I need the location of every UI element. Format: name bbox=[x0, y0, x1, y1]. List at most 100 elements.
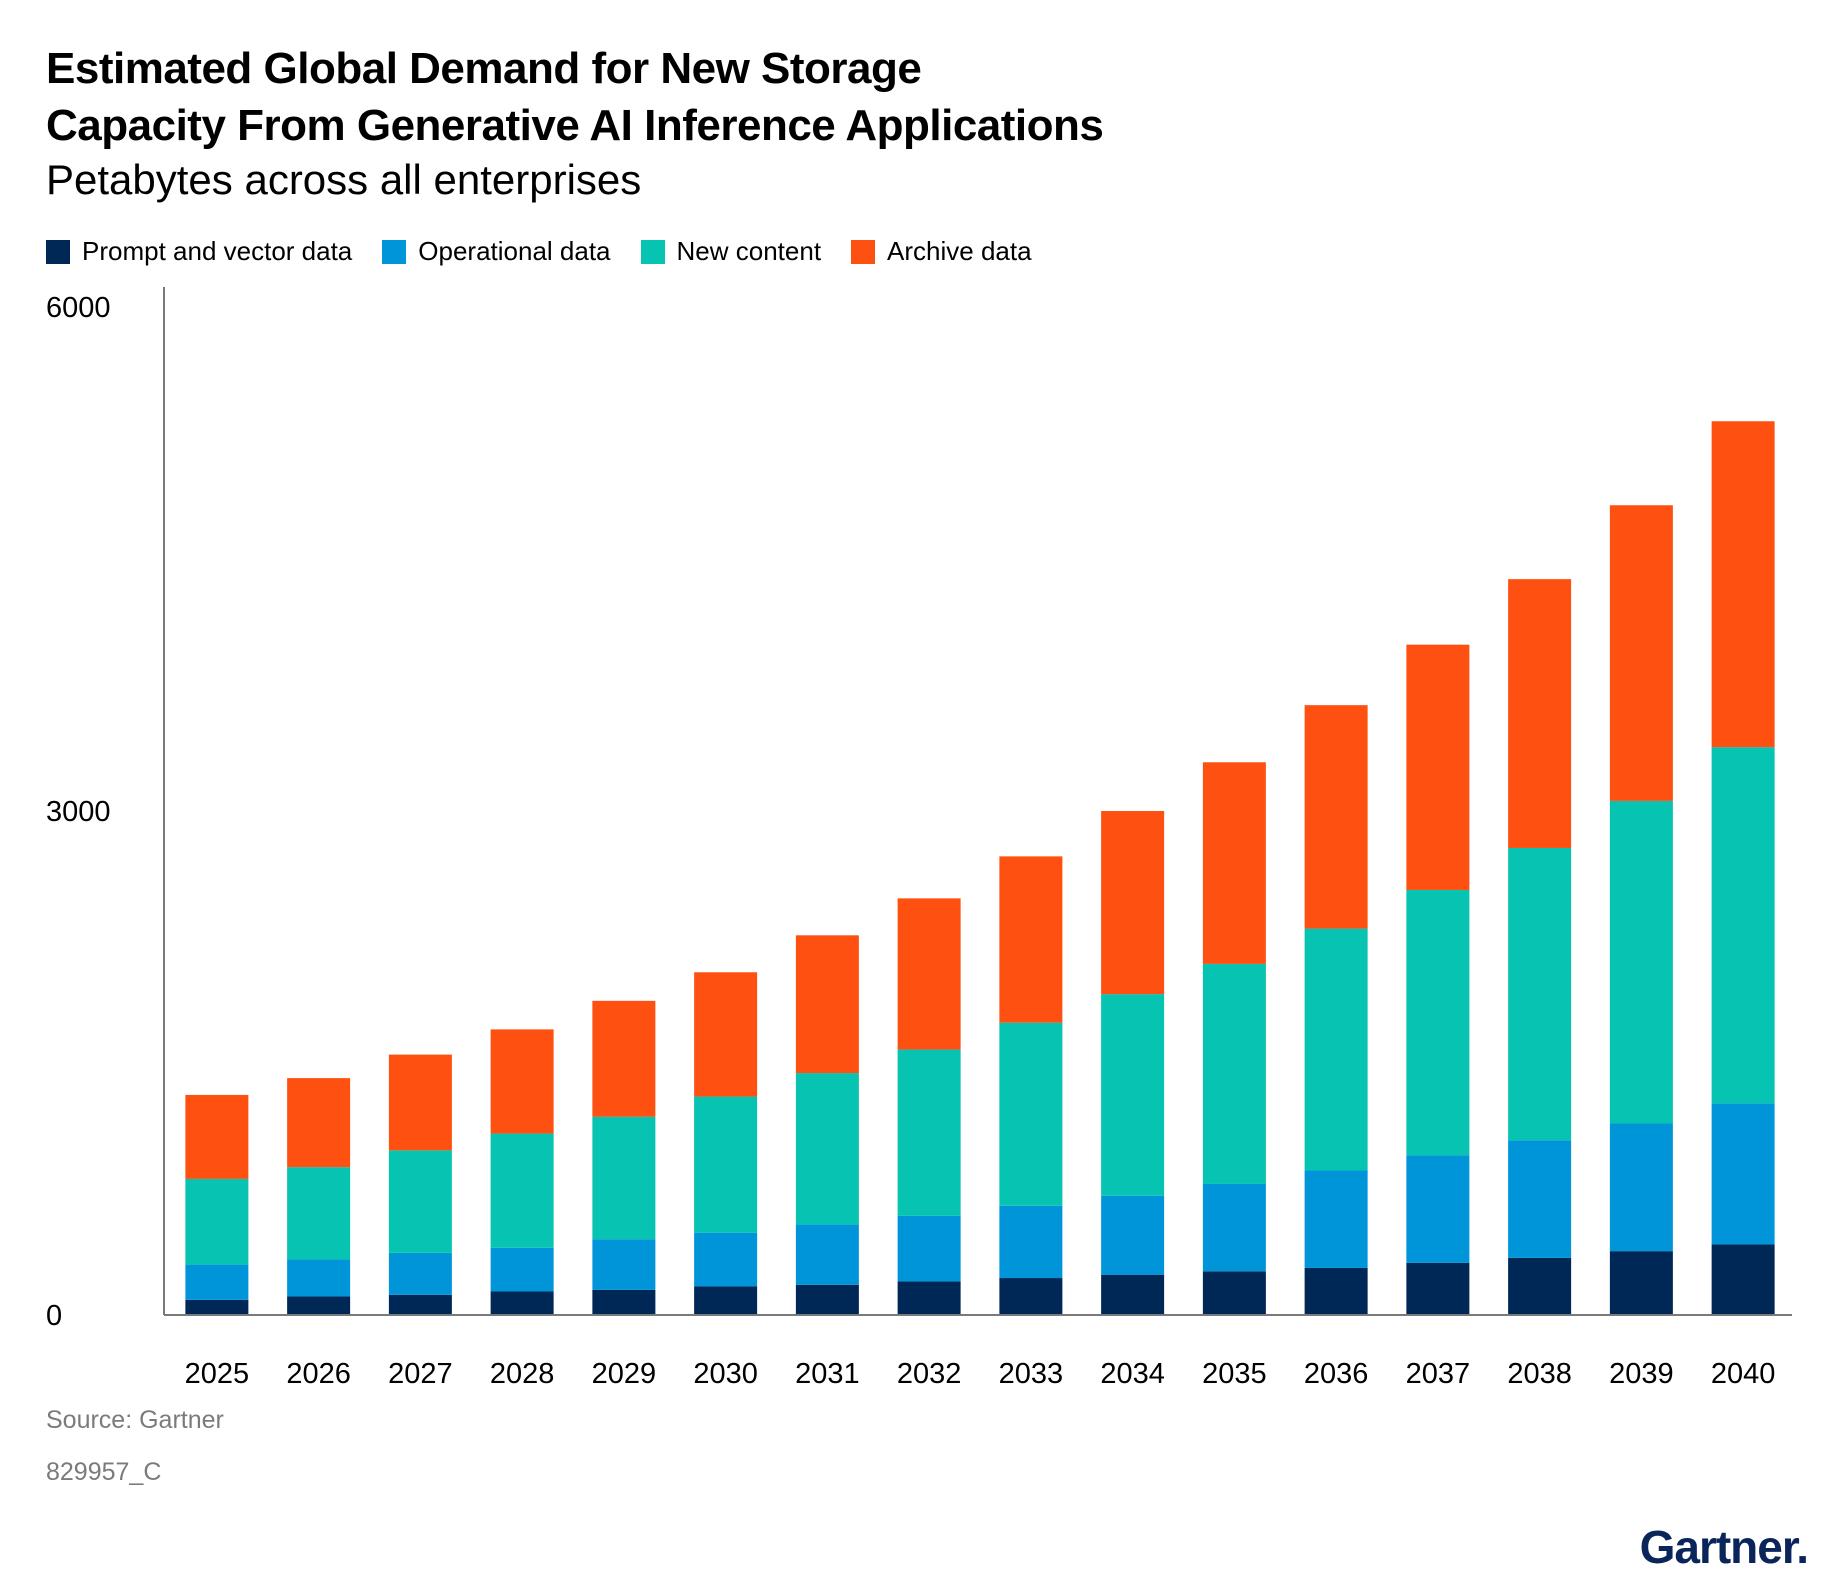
bar-segment-2034-s1 bbox=[1101, 1195, 1165, 1275]
bar-segment-2038-s0 bbox=[1508, 1257, 1572, 1315]
bar-segment-2025-s0 bbox=[185, 1299, 249, 1315]
bar-segment-2025-s1 bbox=[185, 1264, 249, 1300]
bar-segment-2027-s1 bbox=[388, 1252, 452, 1295]
bar-segment-2033-s0 bbox=[999, 1278, 1063, 1315]
gartner-logo: Gartner. bbox=[1639, 1521, 1809, 1573]
bar-segment-2030-s0 bbox=[694, 1286, 758, 1315]
bar-segment-2026-s3 bbox=[287, 1078, 351, 1168]
bar-segment-2036-s0 bbox=[1304, 1267, 1368, 1315]
bar-segment-2033-s2 bbox=[999, 1022, 1063, 1206]
bar-segment-2039-s0 bbox=[1609, 1251, 1673, 1315]
legend-swatch-archive bbox=[851, 239, 876, 264]
x-tick-label: 2036 bbox=[1304, 1358, 1369, 1390]
source-note: Source: Gartner bbox=[46, 1406, 224, 1434]
bar-segment-2025-s3 bbox=[185, 1094, 249, 1179]
bar-segment-2027-s0 bbox=[388, 1294, 452, 1315]
bar-segment-2038-s1 bbox=[1508, 1140, 1572, 1258]
bar-segment-2040-s1 bbox=[1711, 1103, 1775, 1245]
x-tick-label: 2025 bbox=[185, 1358, 250, 1390]
x-tick-label: 2029 bbox=[592, 1358, 657, 1390]
bar-segment-2033-s1 bbox=[999, 1205, 1063, 1279]
bar-segment-2037-s1 bbox=[1406, 1155, 1470, 1263]
x-tick-label: 2030 bbox=[693, 1358, 758, 1390]
bar-segment-2027-s2 bbox=[388, 1150, 452, 1253]
chart-title-line-2: Capacity From Generative AI Inference Ap… bbox=[46, 101, 1104, 150]
bar-segment-2028-s1 bbox=[490, 1247, 554, 1292]
bar-segment-2026-s1 bbox=[287, 1259, 351, 1297]
bar-segment-2029-s3 bbox=[592, 1000, 656, 1117]
bar-segment-2040-s0 bbox=[1711, 1244, 1775, 1315]
bar-segment-2034-s0 bbox=[1101, 1274, 1165, 1315]
x-tick-label: 2032 bbox=[897, 1358, 962, 1390]
bar-segment-2031-s1 bbox=[795, 1224, 859, 1285]
figure-id: 829957_C bbox=[46, 1458, 162, 1486]
legend-item-prompt: Prompt and vector data bbox=[46, 236, 352, 267]
x-tick-label: 2033 bbox=[999, 1358, 1064, 1390]
bar-segment-2034-s2 bbox=[1101, 994, 1165, 1196]
bar-segment-2029-s1 bbox=[592, 1239, 656, 1290]
bar-segment-2028-s2 bbox=[490, 1133, 554, 1248]
chart-subtitle: Petabytes across all enterprises bbox=[46, 156, 642, 203]
bar-segment-2036-s1 bbox=[1304, 1170, 1368, 1268]
bar-segment-2038-s2 bbox=[1508, 847, 1572, 1141]
bar-segment-2032-s3 bbox=[897, 898, 961, 1050]
x-tick-label: 2038 bbox=[1507, 1358, 1572, 1390]
bar-segment-2029-s0 bbox=[592, 1289, 656, 1315]
bar-segment-2035-s1 bbox=[1202, 1183, 1266, 1272]
legend-item-new-content: New content bbox=[640, 236, 822, 267]
bar-segment-2034-s3 bbox=[1101, 811, 1165, 995]
bar-segment-2031-s0 bbox=[795, 1284, 859, 1315]
bar-segment-2035-s3 bbox=[1202, 762, 1266, 964]
x-tick-label: 2040 bbox=[1711, 1358, 1776, 1390]
chart-title-line-1: Estimated Global Demand for New Storage bbox=[46, 44, 922, 93]
bar-segment-2036-s2 bbox=[1304, 928, 1368, 1171]
legend-item-archive: Archive data bbox=[851, 236, 1032, 267]
bar-segment-2031-s3 bbox=[795, 935, 859, 1074]
chart-legend: Prompt and vector data Operational data … bbox=[46, 236, 1062, 267]
bar-segment-2037-s2 bbox=[1406, 889, 1470, 1156]
stacked-bar-chart: 2025 2026 2027 2028 2029 2030 2031 2032 2033 2034… bbox=[46, 287, 1792, 1390]
bar-segment-2037-s3 bbox=[1406, 644, 1470, 890]
y-tick-label: 3000 bbox=[46, 796, 111, 828]
bar-segment-2028-s3 bbox=[490, 1029, 554, 1134]
legend-item-operational: Operational data bbox=[382, 236, 611, 267]
bar-segment-2037-s0 bbox=[1406, 1262, 1470, 1315]
bar-segment-2036-s3 bbox=[1304, 705, 1368, 929]
y-tick-label: 0 bbox=[46, 1300, 62, 1332]
x-tick-label: 2027 bbox=[388, 1358, 453, 1390]
x-tick-label: 2039 bbox=[1609, 1358, 1674, 1390]
bar-segment-2028-s0 bbox=[490, 1291, 554, 1315]
bar-segment-2030-s2 bbox=[694, 1096, 758, 1233]
legend-swatch-operational bbox=[382, 239, 407, 264]
bar-segment-2040-s3 bbox=[1711, 421, 1775, 748]
legend-swatch-new-content bbox=[640, 239, 665, 264]
chart-title: Estimated Global Demand for New Storage … bbox=[46, 40, 1446, 154]
bar-segment-2031-s2 bbox=[795, 1073, 859, 1225]
legend-label-archive: Archive data bbox=[887, 236, 1032, 266]
bar-segment-2035-s0 bbox=[1202, 1271, 1266, 1315]
bar-segment-2032-s2 bbox=[897, 1049, 961, 1216]
x-tick-label: 2035 bbox=[1202, 1358, 1267, 1390]
bar-segment-2032-s1 bbox=[897, 1215, 961, 1282]
bar-segment-2039-s1 bbox=[1609, 1123, 1673, 1252]
bar-segment-2030-s1 bbox=[694, 1232, 758, 1287]
bar-segment-2025-s2 bbox=[185, 1178, 249, 1265]
bar-segment-2035-s2 bbox=[1202, 963, 1266, 1184]
bar-segment-2033-s3 bbox=[999, 856, 1063, 1023]
bar-segment-2039-s2 bbox=[1609, 800, 1673, 1124]
bar-segment-2039-s3 bbox=[1609, 505, 1673, 801]
x-tick-label: 2026 bbox=[286, 1358, 351, 1390]
x-tick-label: 2031 bbox=[795, 1358, 860, 1390]
x-tick-label: 2037 bbox=[1406, 1358, 1471, 1390]
bar-segment-2040-s2 bbox=[1711, 747, 1775, 1104]
bar-segment-2038-s3 bbox=[1508, 579, 1572, 848]
y-tick-label: 6000 bbox=[46, 292, 111, 324]
x-tick-label: 2028 bbox=[490, 1358, 555, 1390]
legend-label-prompt: Prompt and vector data bbox=[82, 236, 353, 266]
legend-label-operational: Operational data bbox=[418, 236, 611, 266]
bar-segment-2026-s0 bbox=[287, 1296, 351, 1315]
bar-segment-2030-s3 bbox=[694, 972, 758, 1097]
bar-segment-2029-s2 bbox=[592, 1116, 656, 1240]
legend-label-new-content: New content bbox=[676, 236, 822, 266]
x-tick-label: 2034 bbox=[1100, 1358, 1165, 1390]
